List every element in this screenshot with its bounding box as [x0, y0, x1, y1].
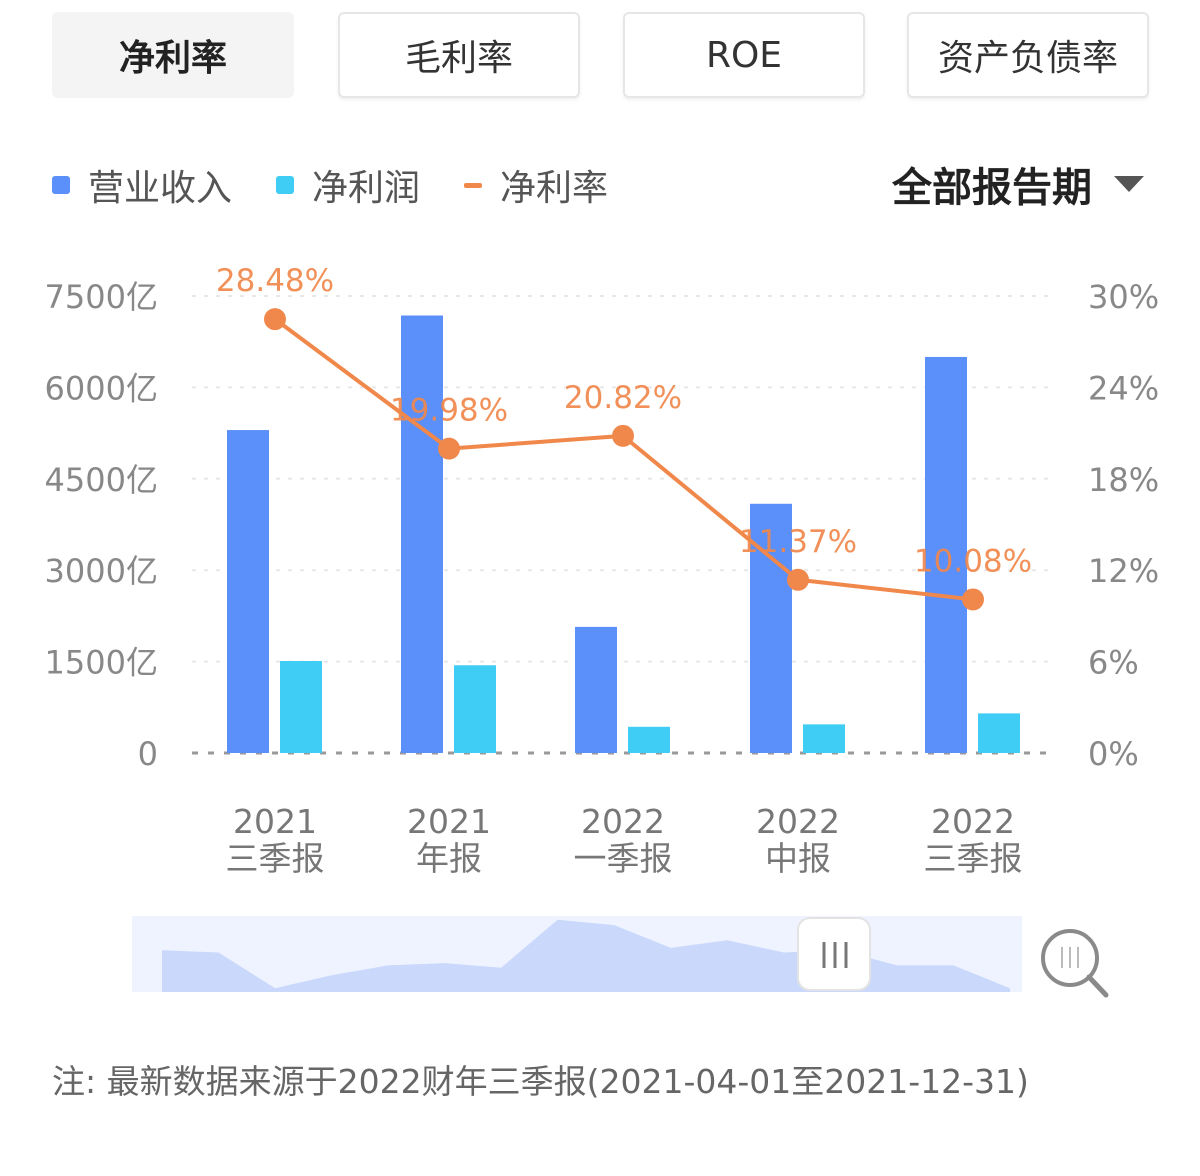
- tab-debt-ratio[interactable]: 资产负债率: [907, 12, 1149, 98]
- legend-label-revenue: 营业收入: [88, 168, 233, 209]
- net-margin-swatch-icon: [464, 182, 483, 188]
- bar-revenue: [227, 430, 269, 753]
- left-tick-label: 7500亿: [45, 278, 158, 316]
- zoom-icon-handle: [1086, 974, 1109, 998]
- x-tick-label-period: 一季报: [574, 839, 673, 878]
- left-tick-label: 3000亿: [45, 552, 158, 590]
- right-tick-label: 24%: [1088, 369, 1159, 407]
- left-tick-label: 4500亿: [45, 461, 158, 499]
- tab-gross-margin[interactable]: 毛利率: [338, 12, 580, 98]
- x-tick-label-period: 三季报: [226, 839, 325, 878]
- right-tick-label: 30%: [1088, 278, 1159, 316]
- x-tick-label-period: 中报: [765, 839, 831, 878]
- zoom-icon: [1041, 929, 1099, 987]
- bar-net-profit: [280, 660, 322, 753]
- left-axis: 0 1500亿 3000亿 4500亿 6000亿 7500亿: [45, 278, 158, 773]
- net-margin-data-label: 10.08%: [914, 543, 1032, 579]
- tab-label: 净利率: [118, 38, 227, 79]
- bar-net-profit: [978, 713, 1020, 753]
- tab-label: ROE: [705, 34, 783, 76]
- left-tick-label: 1500亿: [45, 644, 158, 682]
- bars: [227, 315, 1020, 753]
- tab-net-margin[interactable]: 净利率: [52, 12, 294, 98]
- legend-item-net-margin[interactable]: 净利率: [464, 159, 608, 211]
- x-tick-label-year: 2022: [756, 802, 840, 841]
- bar-revenue: [575, 626, 617, 753]
- net-margin-data-label: 20.82%: [564, 380, 682, 416]
- net-margin-data-label: 11.37%: [739, 524, 857, 560]
- right-axis: 0% 6% 12% 18% 24% 30%: [1088, 278, 1159, 773]
- tab-roe[interactable]: ROE: [623, 12, 865, 98]
- legend-item-net-profit[interactable]: 净利润: [276, 159, 420, 211]
- bar-net-profit: [628, 726, 670, 753]
- net-margin-point: [787, 568, 809, 591]
- bar-revenue: [925, 356, 967, 753]
- revenue-profit-chart: 0 1500亿 3000亿 4500亿 6000亿 7500亿 0% 6% 12% 18% 24%…: [45, 263, 1159, 998]
- legend-label-net-margin: 净利率: [500, 168, 609, 209]
- right-tick-label: 0%: [1088, 735, 1139, 773]
- net-margin-data-label: 28.48%: [216, 263, 334, 299]
- x-tick-label-year: 2021: [233, 802, 317, 841]
- net-margin-point: [612, 424, 634, 447]
- x-tick-label-year: 2022: [581, 802, 665, 841]
- period-selector-label: 全部报告期: [892, 165, 1092, 211]
- footnote: 注: 最新数据来源于2022财年三季报(2021-04-01至2021-12-3…: [52, 1062, 1029, 1101]
- right-tick-label: 12%: [1088, 552, 1159, 590]
- period-selector[interactable]: 全部报告期: [892, 156, 1144, 212]
- x-tick-label-period: 三季报: [924, 839, 1023, 878]
- tab-label: 毛利率: [404, 38, 513, 79]
- revenue-swatch-icon: [52, 176, 70, 194]
- legend-item-revenue[interactable]: 营业收入: [52, 159, 232, 211]
- net-margin-point: [438, 437, 460, 460]
- x-tick-label-period: 年报: [416, 839, 482, 878]
- bar-revenue: [401, 315, 443, 753]
- bar-net-profit: [454, 665, 496, 753]
- metric-tabs: 净利率 毛利率 ROE 资产负债率: [52, 12, 1152, 102]
- net-margin-point: [264, 308, 286, 331]
- legend-label-net-profit: 净利润: [312, 168, 421, 209]
- chart-legend: 营业收入 净利润 净利率: [52, 160, 652, 210]
- net-margin-point: [962, 588, 984, 611]
- net-margin-data-label: 19.98%: [390, 393, 508, 429]
- net-margin-polyline: [273, 317, 974, 602]
- net-margin-line: 28.48% 19.98% 20.82% 11.37% 10.08%: [216, 263, 1032, 611]
- x-tick-label-year: 2022: [931, 802, 1015, 841]
- left-tick-label: 0: [138, 735, 158, 773]
- right-tick-label: 6%: [1088, 644, 1139, 682]
- left-tick-label: 6000亿: [45, 369, 158, 407]
- bar-net-profit: [803, 724, 845, 753]
- right-tick-label: 18%: [1088, 461, 1159, 499]
- tab-label: 资产负债率: [937, 38, 1118, 79]
- caret-down-icon: [1114, 176, 1144, 192]
- x-tick-label-year: 2021: [407, 802, 491, 841]
- range-overview[interactable]: [132, 916, 1109, 998]
- net-profit-swatch-icon: [276, 176, 295, 194]
